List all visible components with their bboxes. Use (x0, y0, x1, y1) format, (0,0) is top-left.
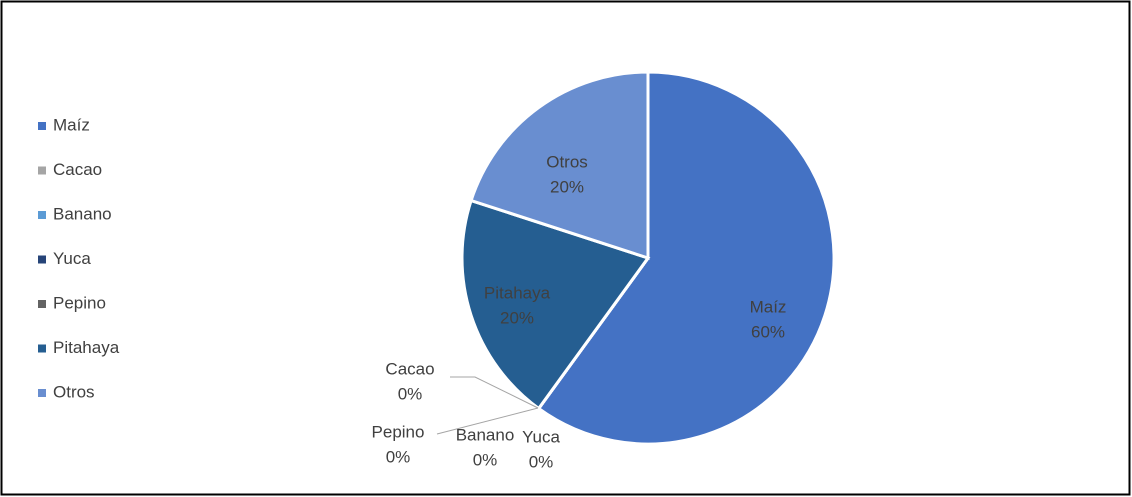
data-label-name: Yuca (522, 427, 560, 446)
legend-label: Maíz (53, 115, 90, 134)
legend-swatch (38, 300, 46, 308)
legend-label: Otros (53, 382, 95, 401)
legend-label: Pitahaya (53, 338, 120, 357)
data-label-value: 60% (751, 322, 785, 341)
data-label-name: Maíz (750, 297, 787, 316)
data-label-name: Cacao (385, 359, 434, 378)
legend-swatch (38, 122, 46, 130)
data-label-value: 20% (500, 308, 534, 327)
pie-slice (536, 70, 836, 446)
data-label-value: 20% (550, 177, 584, 196)
legend-swatch (38, 211, 46, 219)
data-label-value: 0% (398, 384, 423, 403)
leader-line (450, 376, 539, 409)
data-label-name: Otros (546, 152, 588, 171)
legend-label: Pepino (53, 293, 106, 312)
legend-swatch (38, 255, 46, 264)
legend-swatch (38, 389, 46, 397)
pie-slice (460, 198, 651, 411)
legend-label: Yuca (53, 249, 91, 268)
data-label-value: 0% (386, 447, 411, 466)
data-label-value: 0% (529, 452, 554, 471)
pie-slice (469, 70, 650, 261)
legend-label: Cacao (53, 160, 102, 179)
data-label-value: 0% (473, 450, 498, 469)
data-label-name: Banano (456, 425, 515, 444)
leader-line (436, 407, 539, 435)
legend-swatch (38, 166, 46, 175)
legend-label: Banano (53, 204, 112, 223)
data-label-name: Pitahaya (484, 283, 551, 302)
data-label-name: Pepino (372, 422, 425, 441)
legend-swatch (38, 344, 46, 353)
